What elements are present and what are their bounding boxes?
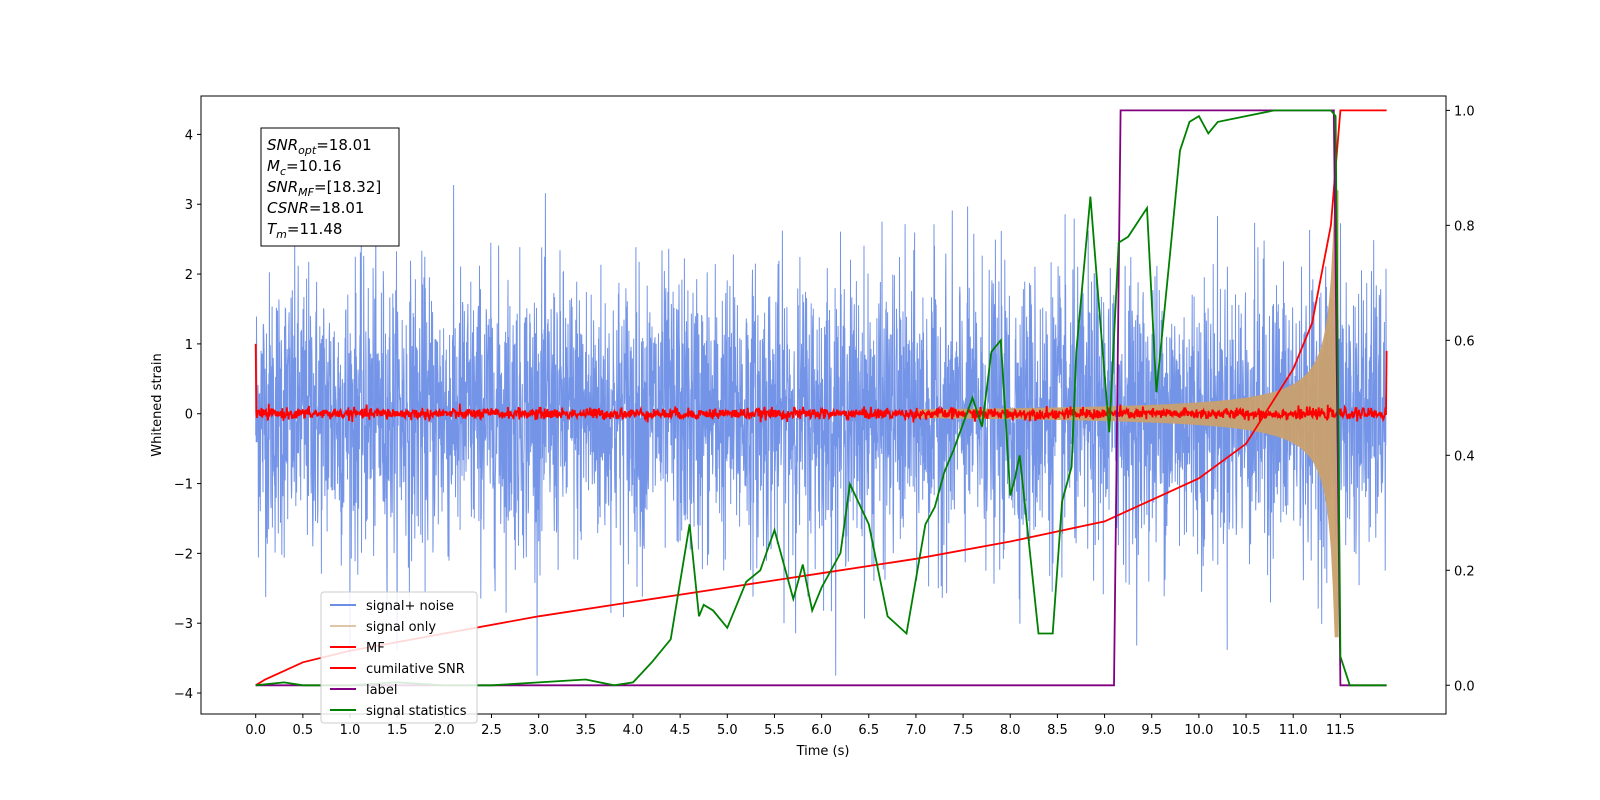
y-left-tick-label: 3	[185, 198, 193, 213]
legend-frame	[320, 591, 478, 724]
legend-label: signal statistics	[366, 704, 467, 719]
y-left-tick-label: 2	[185, 268, 193, 283]
y-left-tick-label: −2	[174, 547, 193, 562]
stat-line: SNRMF=[18.32]	[267, 178, 381, 199]
y-right-tick-label: 0.2	[1454, 564, 1475, 579]
x-tick-label: 4.5	[670, 723, 691, 738]
stat-line: CSNR=18.01	[267, 199, 364, 217]
y-axis-label: Whitened strain	[150, 353, 165, 456]
plot-frame	[200, 95, 1447, 715]
x-tick-label: 9.5	[1141, 723, 1162, 738]
y-right-tick-label: 0.8	[1454, 219, 1475, 234]
stat-line: Tm=11.48	[267, 220, 342, 241]
x-tick-label: 1.0	[340, 723, 361, 738]
legend-label: label	[366, 683, 397, 698]
y-right-tick-label: 0.4	[1454, 449, 1475, 464]
legend: signal+ noise signal only MF cumilative SNR…	[320, 591, 478, 724]
y-left-tick-label: 4	[185, 128, 193, 143]
x-tick-label: 8.5	[1047, 723, 1068, 738]
legend-label: MF	[366, 641, 385, 656]
stats-box-frame	[260, 127, 400, 247]
stat-line: SNRopt=18.01	[267, 136, 372, 157]
left-y-axis: 4 3 2 1 0 −1 −2 −3 −4	[174, 128, 201, 702]
y-left-tick-label: −3	[174, 617, 193, 632]
y-right-tick-label: 0.0	[1454, 679, 1475, 694]
x-tick-label: 0.0	[245, 723, 266, 738]
x-tick-label: 0.5	[293, 723, 314, 738]
y-left-tick-label: −4	[174, 687, 193, 702]
x-tick-label: 2.0	[434, 723, 455, 738]
x-tick-label: 10.0	[1184, 723, 1213, 738]
x-tick-label: 5.0	[717, 723, 738, 738]
stats-annotation-box: SNRopt=18.01Mc=10.16SNRMF=[18.32]CSNR=18…	[260, 127, 400, 247]
y-left-tick-label: 0	[185, 408, 193, 423]
series-label	[255, 109, 1387, 687]
legend-label: signal only	[366, 620, 436, 635]
legend-label: cumilative SNR	[366, 662, 465, 677]
x-tick-label: 6.0	[811, 723, 832, 738]
x-tick-label: 11.0	[1279, 723, 1308, 738]
right-y-axis: 1.0 0.8 0.6 0.4 0.2 0.0	[1446, 104, 1475, 694]
x-tick-label: 2.5	[481, 723, 502, 738]
x-tick-label: 8.0	[1000, 723, 1021, 738]
x-axis-label: Time (s)	[796, 744, 850, 759]
x-tick-label: 11.5	[1326, 723, 1355, 738]
y-left-tick-label: 1	[185, 338, 193, 353]
stat-line: Mc=10.16	[267, 157, 342, 178]
x-tick-label: 3.5	[575, 723, 596, 738]
x-tick-label: 7.0	[906, 723, 927, 738]
y-right-tick-label: 0.6	[1454, 334, 1475, 349]
y-right-tick-label: 1.0	[1454, 104, 1475, 119]
x-tick-label: 5.5	[764, 723, 785, 738]
y-left-tick-label: −1	[174, 478, 193, 493]
x-tick-label: 3.0	[528, 723, 549, 738]
x-tick-label: 6.5	[858, 723, 879, 738]
x-tick-label: 10.5	[1232, 723, 1261, 738]
x-tick-label: 7.5	[953, 723, 974, 738]
x-tick-label: 1.5	[387, 723, 408, 738]
x-axis: 0.0 0.5 1.0 1.5 2.0 2.5 3.0 3.5 4.0 4.5 5.0 5.5 6.0 6…	[245, 714, 1355, 738]
x-tick-label: 9.0	[1094, 723, 1115, 738]
series-mf	[254, 343, 1388, 423]
legend-label: signal+ noise	[366, 599, 454, 614]
x-tick-label: 4.0	[623, 723, 644, 738]
series-signal-statistics	[255, 109, 1387, 687]
